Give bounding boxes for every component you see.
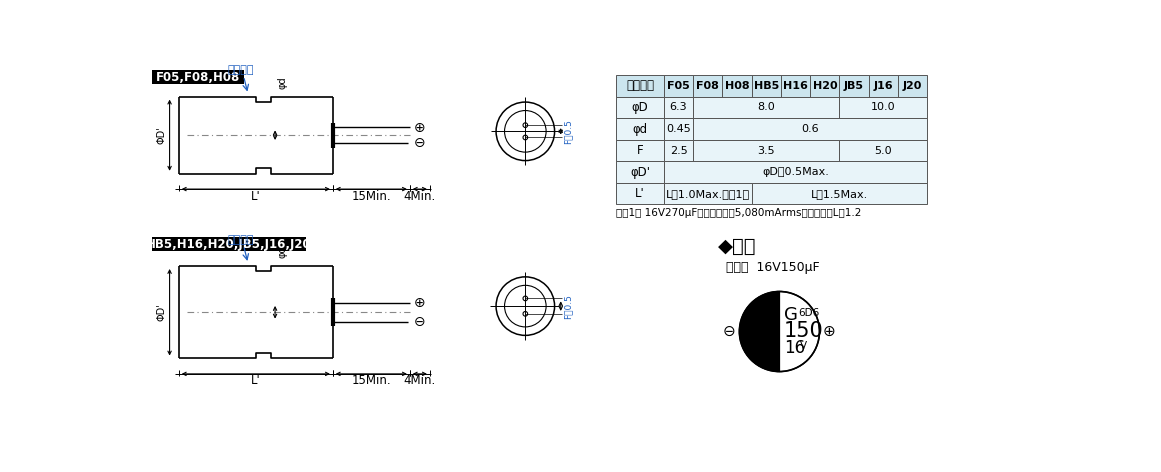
Text: J16: J16 bbox=[873, 81, 893, 91]
Bar bbox=[722, 75, 751, 97]
Text: F＋0.5: F＋0.5 bbox=[563, 294, 572, 319]
Text: L': L' bbox=[251, 374, 261, 388]
Bar bbox=[152, 70, 244, 84]
Text: 涂层外壳: 涂层外壳 bbox=[228, 65, 253, 75]
Bar bbox=[616, 75, 664, 97]
Bar bbox=[664, 118, 693, 140]
Text: ◆标示: ◆标示 bbox=[717, 237, 756, 256]
Text: F08: F08 bbox=[697, 81, 720, 91]
Bar bbox=[616, 161, 664, 183]
Text: 0.6: 0.6 bbox=[801, 124, 819, 134]
Bar bbox=[693, 118, 928, 140]
Bar bbox=[693, 75, 722, 97]
Text: 10.0: 10.0 bbox=[871, 102, 895, 112]
Bar bbox=[664, 97, 693, 118]
Text: φD: φD bbox=[632, 101, 649, 114]
Text: L': L' bbox=[635, 187, 644, 200]
Text: H16: H16 bbox=[784, 81, 808, 91]
Text: 5.0: 5.0 bbox=[874, 145, 892, 156]
Text: ⊖: ⊖ bbox=[723, 324, 736, 339]
Bar bbox=[839, 140, 928, 161]
Text: φD': φD' bbox=[630, 166, 650, 178]
Bar bbox=[616, 140, 664, 161]
Bar bbox=[664, 75, 693, 97]
Text: 150: 150 bbox=[784, 321, 824, 341]
Bar bbox=[152, 237, 305, 252]
Text: 涂层外壳: 涂层外壳 bbox=[228, 235, 253, 244]
Bar bbox=[751, 75, 781, 97]
Text: ⊕: ⊕ bbox=[413, 296, 425, 310]
Text: L': L' bbox=[251, 190, 261, 202]
Text: φd: φd bbox=[277, 246, 288, 258]
Bar bbox=[693, 140, 839, 161]
Text: 8.0: 8.0 bbox=[757, 102, 776, 112]
Text: 尺寸代码: 尺寸代码 bbox=[626, 79, 654, 93]
Text: 3.5: 3.5 bbox=[757, 145, 776, 156]
Text: 16: 16 bbox=[784, 339, 806, 357]
Bar bbox=[664, 140, 693, 161]
Bar bbox=[810, 75, 839, 97]
Bar bbox=[897, 75, 928, 97]
Text: φd: φd bbox=[277, 76, 288, 89]
Bar bbox=[616, 97, 664, 118]
Text: ⊖: ⊖ bbox=[413, 314, 425, 329]
Text: JB5: JB5 bbox=[844, 81, 864, 91]
Text: F05,F08,H08: F05,F08,H08 bbox=[156, 70, 240, 84]
Text: （注1） 16V270μF额定纹波电全5,080mArms的规定品为L＋1.2: （注1） 16V270μF额定纹波电全5,080mArms的规定品为L＋1.2 bbox=[616, 208, 861, 218]
Text: L＋1.0Max.（注1）: L＋1.0Max.（注1） bbox=[665, 189, 750, 199]
Text: V: V bbox=[800, 341, 807, 351]
Bar bbox=[616, 118, 664, 140]
Text: 15Min.: 15Min. bbox=[352, 190, 391, 202]
Text: ⊕: ⊕ bbox=[823, 324, 836, 339]
Bar bbox=[839, 75, 868, 97]
Wedge shape bbox=[740, 292, 779, 371]
Text: ΦD': ΦD' bbox=[157, 126, 166, 144]
Text: F05: F05 bbox=[668, 81, 690, 91]
Bar bbox=[751, 183, 928, 204]
Text: H08: H08 bbox=[724, 81, 749, 91]
Text: 标示例  16V150μF: 标示例 16V150μF bbox=[726, 261, 820, 274]
Bar bbox=[868, 75, 897, 97]
Bar bbox=[839, 97, 928, 118]
Text: 15Min.: 15Min. bbox=[352, 374, 391, 388]
Text: G: G bbox=[784, 305, 798, 324]
Text: F＋0.5: F＋0.5 bbox=[563, 119, 572, 144]
Text: J20: J20 bbox=[903, 81, 922, 91]
Text: H20: H20 bbox=[813, 81, 837, 91]
Text: ⊕: ⊕ bbox=[413, 120, 425, 135]
Text: 4Min.: 4Min. bbox=[404, 190, 437, 202]
Text: 4Min.: 4Min. bbox=[404, 374, 437, 388]
Text: 0.45: 0.45 bbox=[666, 124, 691, 134]
Text: HB5,H16,H20,JB5,J16,J20: HB5,H16,H20,JB5,J16,J20 bbox=[146, 237, 311, 251]
Text: 6.3: 6.3 bbox=[670, 102, 687, 112]
Text: ⊖: ⊖ bbox=[413, 136, 425, 150]
Bar bbox=[693, 97, 839, 118]
Text: 6D6: 6D6 bbox=[798, 308, 820, 318]
Text: ΦD': ΦD' bbox=[157, 303, 166, 321]
Bar bbox=[664, 161, 928, 183]
Text: φd: φd bbox=[633, 123, 648, 135]
Wedge shape bbox=[779, 292, 820, 371]
Text: HB5: HB5 bbox=[753, 81, 779, 91]
Bar bbox=[781, 75, 810, 97]
Text: L＋1.5Max.: L＋1.5Max. bbox=[810, 189, 868, 199]
Text: φD＋0.5Max.: φD＋0.5Max. bbox=[762, 167, 829, 177]
Text: 2.5: 2.5 bbox=[670, 145, 687, 156]
Text: F: F bbox=[636, 144, 643, 157]
Bar bbox=[664, 183, 751, 204]
Bar bbox=[616, 183, 664, 204]
